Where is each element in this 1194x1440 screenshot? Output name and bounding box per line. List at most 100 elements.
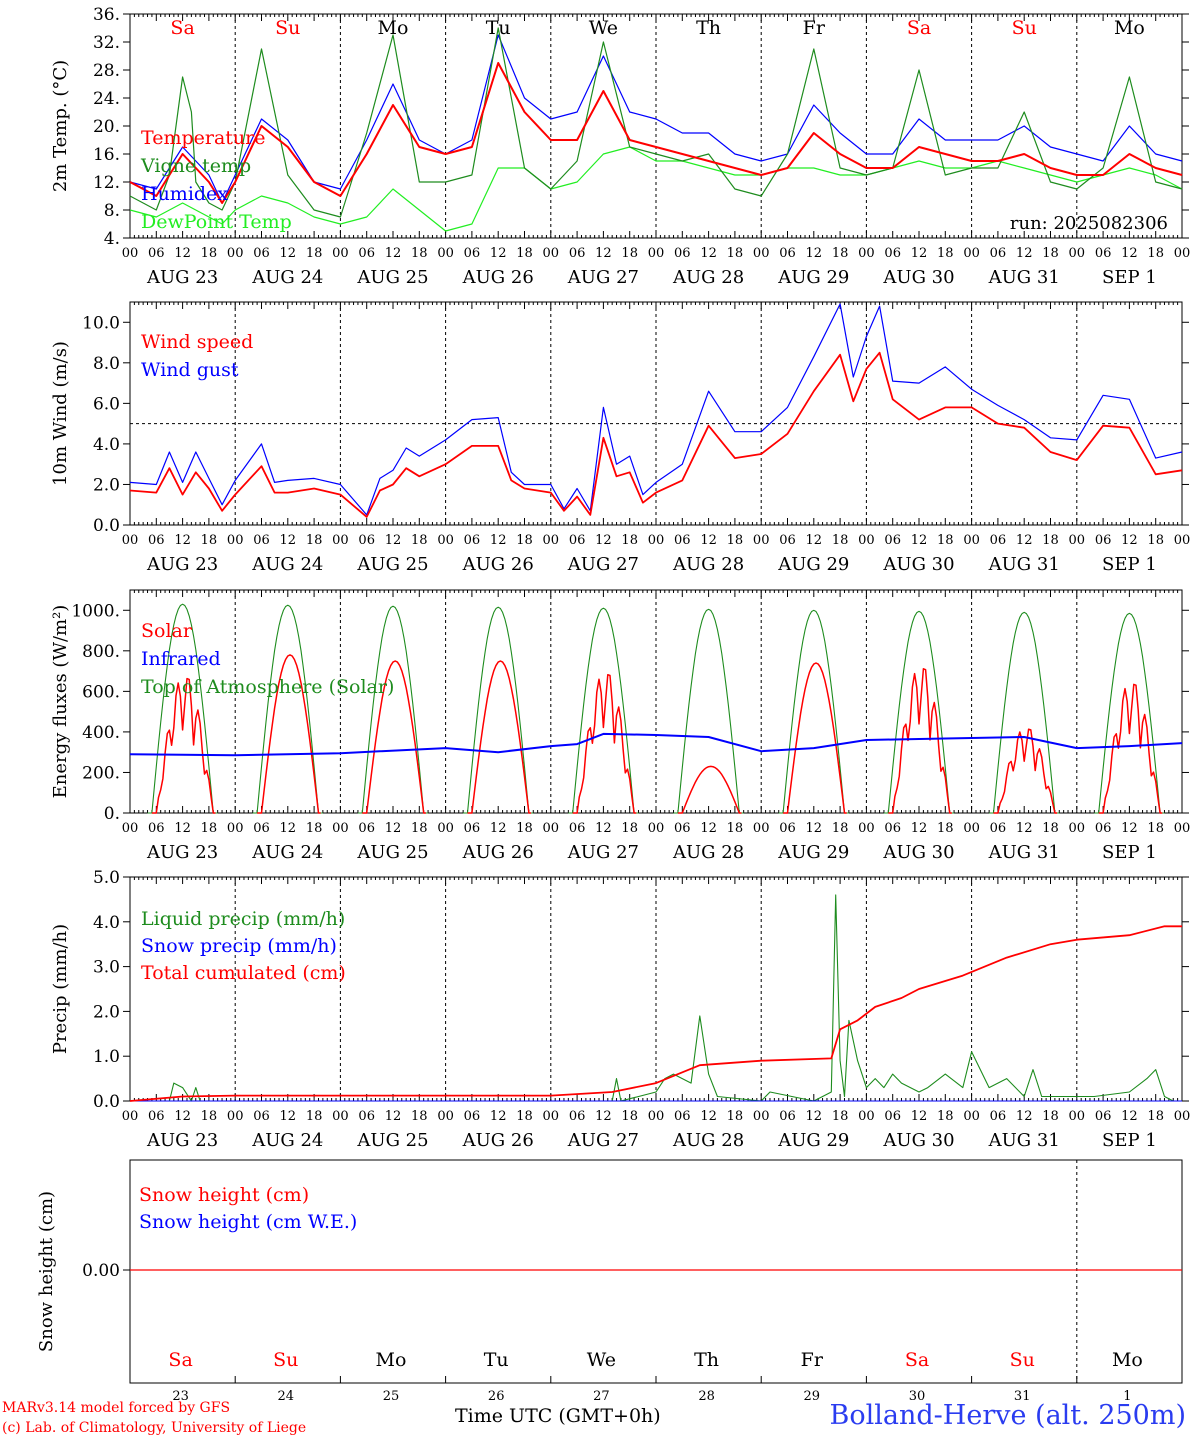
series-line-solar — [572, 673, 637, 814]
date-label: AUG 25 — [356, 554, 428, 575]
y-tick-label: 36. — [93, 5, 120, 25]
hour-tick-label: 12 — [385, 1109, 402, 1124]
hour-tick-label: 06 — [1095, 1109, 1112, 1124]
hour-tick-label: 18 — [937, 821, 954, 836]
date-label: AUG 23 — [146, 267, 218, 288]
hour-tick-label: 12 — [911, 246, 928, 261]
hour-tick-label: 06 — [884, 821, 901, 836]
hour-tick-label: 06 — [464, 246, 481, 261]
y-tick-label: 4.0 — [93, 913, 120, 933]
hour-tick-label: 12 — [385, 821, 402, 836]
hour-tick-label: 00 — [332, 533, 349, 548]
hour-tick-label: 06 — [148, 821, 165, 836]
legend-top-of-atmosphere-solar-: Top of Atmosphere (Solar) — [141, 676, 394, 698]
hour-tick-label: 06 — [990, 821, 1007, 836]
hour-tick-label: 00 — [648, 533, 665, 548]
station-label: Bolland-Herve (alt. 250m) — [829, 1400, 1186, 1431]
panel-4: 00 06 12 18 00 06 12 18 00 06 12 18 00 06 12 18 00 06 12 18… — [50, 868, 1190, 1151]
date-label: AUG 27 — [567, 1130, 639, 1151]
hour-tick-label: 12 — [700, 821, 717, 836]
panel-3: 00 06 12 18 00 06 12 18 00 06 12 18 00 06 12 18 00 06 12 18… — [50, 589, 1190, 863]
panel-5: 0.00 Snow height (cm) Snow height (cm) Snow… — [36, 1159, 1183, 1404]
date-label: AUG 24 — [251, 267, 323, 288]
hour-tick-label: 12 — [174, 533, 191, 548]
hour-tick-label: 06 — [464, 821, 481, 836]
hour-tick-label: 00 — [858, 246, 875, 261]
y-tick-label: 4.0 — [93, 435, 120, 455]
hour-tick-label: 18 — [411, 1109, 428, 1124]
date-label: SEP 1 — [1102, 554, 1157, 575]
weekday-label: Fr — [801, 1349, 824, 1371]
day-number-label: 24 — [278, 1389, 295, 1404]
date-label: AUG 28 — [672, 1130, 744, 1151]
hour-tick-label: 18 — [621, 246, 638, 261]
hour-tick-label: 06 — [358, 246, 375, 261]
hour-tick-label: 12 — [280, 533, 297, 548]
y-tick-label: 0.00 — [82, 1261, 120, 1281]
hour-tick-label: 18 — [306, 1109, 323, 1124]
date-label: AUG 30 — [882, 1130, 954, 1151]
hour-tick-label: 00 — [753, 1109, 770, 1124]
date-label: AUG 24 — [251, 554, 323, 575]
series-line-solar — [257, 654, 321, 814]
hour-tick-label: 12 — [1016, 246, 1033, 261]
hour-tick-label: 18 — [1147, 533, 1164, 548]
hour-tick-label: 12 — [595, 246, 612, 261]
date-label: AUG 26 — [462, 842, 534, 863]
date-label: AUG 27 — [567, 554, 639, 575]
hour-tick-label: 06 — [464, 533, 481, 548]
day-number-label: 1 — [1123, 1389, 1131, 1404]
hour-tick-label: 18 — [411, 533, 428, 548]
hour-tick-label: 06 — [884, 533, 901, 548]
hour-tick-label: 06 — [569, 1109, 586, 1124]
date-label: AUG 30 — [882, 842, 954, 863]
hour-tick-label: 06 — [148, 246, 165, 261]
date-label: AUG 23 — [146, 554, 218, 575]
date-label: AUG 25 — [356, 267, 428, 288]
hour-tick-label: 00 — [753, 821, 770, 836]
hour-tick-label: 06 — [358, 533, 375, 548]
hour-tick-label: 00 — [963, 246, 980, 261]
y-tick-label: 2.0 — [93, 475, 120, 495]
y-tick-label: 0. — [104, 804, 120, 824]
series-line-solar — [783, 662, 847, 814]
hour-tick-label: 12 — [806, 821, 823, 836]
series-line-dewpoint-temp — [129, 146, 1183, 232]
hour-tick-label: 18 — [1042, 246, 1059, 261]
weekday-label: Fr — [803, 17, 826, 39]
hour-tick-label: 06 — [569, 821, 586, 836]
y-axis-label: Snow height (cm) — [36, 1191, 57, 1352]
weekday-label: Mo — [376, 1349, 407, 1371]
date-label: AUG 26 — [462, 1130, 534, 1151]
hour-tick-label: 18 — [411, 821, 428, 836]
hour-tick-label: 00 — [437, 1109, 454, 1124]
legend-snow-precip-mm-h-: Snow precip (mm/h) — [141, 935, 337, 957]
hour-tick-label: 12 — [1121, 246, 1138, 261]
hour-tick-label: 06 — [358, 1109, 375, 1124]
hour-tick-label: 12 — [806, 533, 823, 548]
hour-tick-label: 06 — [674, 533, 691, 548]
day-number-label: 31 — [1014, 1389, 1031, 1404]
plot-frame — [129, 301, 1183, 526]
hour-tick-label: 18 — [306, 246, 323, 261]
hour-tick-label: 00 — [332, 1109, 349, 1124]
hour-tick-label: 12 — [174, 1109, 191, 1124]
hour-tick-label: 12 — [280, 821, 297, 836]
hour-tick-label: 06 — [569, 246, 586, 261]
date-label: AUG 31 — [988, 267, 1060, 288]
hour-tick-label: 06 — [884, 1109, 901, 1124]
hour-tick-label: 18 — [201, 246, 218, 261]
hour-tick-label: 12 — [280, 1109, 297, 1124]
hour-tick-label: 06 — [148, 533, 165, 548]
hour-tick-label: 00 — [437, 533, 454, 548]
hour-tick-label: 06 — [253, 533, 270, 548]
hour-tick-label: 18 — [201, 1109, 218, 1124]
series-line-solar — [993, 728, 1058, 814]
hour-tick-label: 06 — [779, 246, 796, 261]
credit-line-2: (c) Lab. of Climatology, University of L… — [2, 1420, 307, 1436]
date-label: AUG 31 — [988, 554, 1060, 575]
legend-vigne-temp: Vigne temp — [140, 155, 251, 177]
date-label: AUG 26 — [462, 267, 534, 288]
hour-tick-label: 00 — [543, 246, 560, 261]
hour-tick-label: 12 — [490, 533, 507, 548]
